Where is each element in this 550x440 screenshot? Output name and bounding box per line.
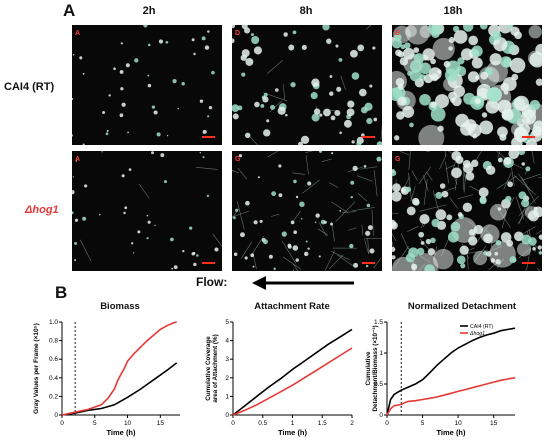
y-tick-label: 0.2 bbox=[49, 393, 58, 400]
flow-label: Flow: bbox=[196, 275, 228, 289]
chart-detachment: 0 5 10 15 0 0.5 1 1.5 Time (h) CumulativeDetachme… bbox=[365, 319, 516, 437]
y-tick-label: 0.6 bbox=[49, 356, 58, 363]
y-tick-label: 5 bbox=[225, 319, 229, 326]
tile-letter: A bbox=[75, 30, 80, 37]
y-tick-label: 1.0 bbox=[49, 319, 58, 326]
chart-title-detachment: Normalized Detachment bbox=[407, 301, 517, 312]
micrograph-hog1-2h: A bbox=[72, 151, 222, 271]
chart-attachment: 0 0.5 1 1.5 2 0 1 2 3 4 5 Time (h) Cumulative Covera… bbox=[205, 319, 354, 437]
tile-letter: G bbox=[395, 156, 401, 163]
series-line-0 bbox=[386, 327, 516, 416]
y-axis-label: Cumulative Coveragearea of Attachment (%… bbox=[205, 334, 219, 402]
x-tick-label: 5 bbox=[93, 420, 97, 427]
tile-letter: G bbox=[235, 156, 241, 163]
x-tick-label: 15 bbox=[157, 420, 165, 427]
x-tick-label: 0 bbox=[231, 420, 235, 427]
legend-label: CAI4 (RT) bbox=[470, 324, 494, 330]
y-tick-label: 2 bbox=[225, 375, 229, 382]
panel-a-label: A bbox=[63, 1, 76, 20]
y-tick-label: 0.8 bbox=[49, 338, 58, 345]
series-line-1 bbox=[232, 347, 353, 416]
micrograph-hog1-8h: G bbox=[232, 151, 382, 271]
y-tick-label: 1 bbox=[225, 393, 229, 400]
y-tick-label: 0 bbox=[54, 412, 58, 419]
chart-title-biomass: Biomass bbox=[100, 301, 140, 312]
y-tick-label: 0 bbox=[225, 412, 229, 419]
series-line-0 bbox=[61, 362, 178, 416]
x-tick-label: 1.5 bbox=[318, 420, 327, 427]
x-tick-label: 0 bbox=[60, 420, 64, 427]
flow-arrow-icon bbox=[252, 276, 354, 290]
series-line-0 bbox=[232, 328, 353, 416]
x-tick-label: 10 bbox=[454, 420, 462, 427]
series-line-1 bbox=[61, 321, 177, 416]
chart-title-attachment: Attachment Rate bbox=[254, 301, 330, 312]
x-tick-label: 10 bbox=[124, 420, 132, 427]
column-label-2h: 2h bbox=[142, 5, 156, 17]
tile-letter: E bbox=[395, 30, 400, 37]
y-tick-label: 3 bbox=[225, 356, 229, 363]
micrograph-cai4-8h: D bbox=[232, 25, 382, 145]
x-tick-label: 1 bbox=[291, 420, 295, 427]
y-tick-label: 0.4 bbox=[49, 375, 58, 382]
tile-letter: D bbox=[235, 30, 240, 37]
y-tick-label: 1.5 bbox=[374, 319, 383, 326]
x-tick-label: 0 bbox=[385, 420, 389, 427]
micrograph-cai4-2h: A bbox=[72, 25, 222, 145]
x-tick-label: 0.5 bbox=[258, 420, 267, 427]
x-tick-label: 15 bbox=[490, 420, 498, 427]
y-axis-label: CumulativeDetachment/Biomass (×10⁻³) bbox=[365, 325, 379, 411]
row-label-cai4: CAI4 (RT) bbox=[4, 81, 55, 93]
series-line-1 bbox=[386, 377, 516, 416]
x-axis-label: Time (h) bbox=[278, 428, 308, 437]
panel-b-label: B bbox=[55, 283, 68, 302]
micrograph-hog1-18h: G bbox=[392, 151, 542, 271]
column-label-8h: 8h bbox=[299, 5, 313, 17]
legend-label: Δhog1 bbox=[469, 331, 485, 337]
x-tick-label: 2 bbox=[350, 420, 354, 427]
micrograph-cai4-18h: E bbox=[392, 25, 542, 145]
column-label-18h: 18h bbox=[443, 5, 463, 17]
y-tick-label: 4 bbox=[225, 338, 229, 345]
tile-letter: A bbox=[75, 156, 80, 163]
x-axis-label: Time (h) bbox=[436, 428, 466, 437]
y-tick-label: 1 bbox=[379, 350, 383, 357]
row-label-hog1: Δhog1 bbox=[25, 204, 59, 216]
y-tick-label: 0 bbox=[379, 412, 383, 419]
x-tick-label: 5 bbox=[421, 420, 425, 427]
y-tick-label: 0.5 bbox=[374, 381, 383, 388]
y-axis-label: Gray Values per Frame (×10⁵) bbox=[33, 323, 40, 414]
x-axis-label: Time (h) bbox=[106, 428, 136, 437]
chart-biomass: 0 5 10 15 0 0.2 0.4 0.6 0.8 1.0 Time (h) Gray Value… bbox=[33, 319, 180, 437]
